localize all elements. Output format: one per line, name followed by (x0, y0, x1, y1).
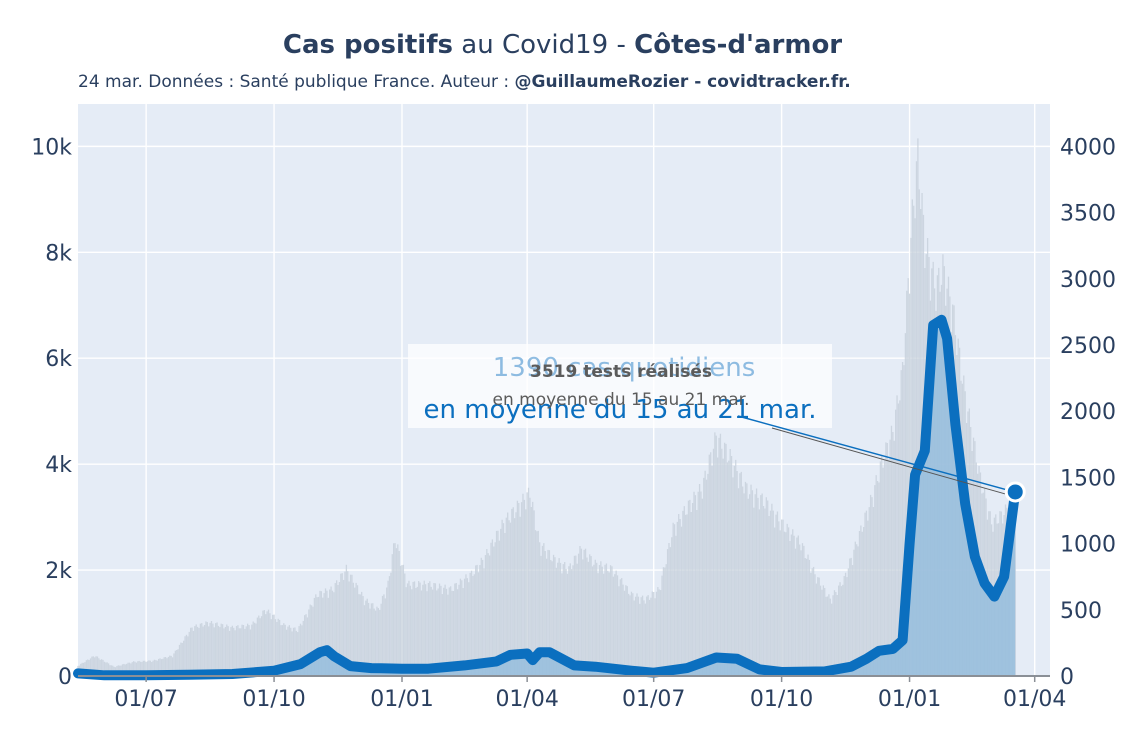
annotation-cases-period: en moyenne du 15 au 21 mar. (423, 395, 816, 425)
right-tick-label: 2500 (1060, 334, 1116, 359)
right-tick-label: 3500 (1060, 202, 1116, 227)
annotation-arrow-cases (737, 415, 1008, 491)
x-tick-label: 01/07 (622, 687, 685, 712)
subtitle-source: 24 mar. Données : Santé publique France.… (78, 72, 515, 92)
right-tick-label: 4000 (1060, 135, 1116, 160)
annotation-tests-period: en moyenne du 15 au 21 mar. (493, 390, 750, 410)
left-tick-label: 4k (45, 453, 72, 478)
right-tick-label: 0 (1060, 665, 1074, 690)
title-part-2: au Covid19 - (453, 30, 635, 60)
cases-line (73, 314, 1021, 681)
right-tick-label: 2000 (1060, 400, 1116, 425)
title-part-3: Côtes-d'armor (634, 30, 843, 60)
x-tick-label: 01/10 (750, 687, 813, 712)
right-tick-label: 1000 (1060, 533, 1116, 558)
x-tick-label: 01/01 (370, 687, 433, 712)
subtitle-author: @GuillaumeRozier - covidtracker.fr. (514, 72, 851, 92)
annotations: 1390 cas quotidiens en moyenne du 15 au … (408, 344, 1026, 503)
annotation-box (408, 344, 832, 428)
right-axis-ticks: 0 500 1000 1500 2000 2500 3000 3500 4000 (1060, 135, 1116, 690)
chart-title: Cas positifs au Covid19 - Côtes-d'armor (0, 30, 1125, 60)
last-value-marker (1004, 481, 1026, 503)
left-tick-label: 2k (45, 559, 72, 584)
cases-area-fill (78, 319, 1016, 676)
right-tick-label: 500 (1060, 599, 1102, 624)
x-tick-label: 01/07 (114, 687, 177, 712)
left-tick-label: 8k (45, 241, 72, 266)
left-tick-label: 6k (45, 347, 72, 372)
right-tick-label: 1500 (1060, 466, 1116, 491)
x-tick-label: 01/04 (495, 687, 558, 712)
x-tick-label: 01/04 (1003, 687, 1066, 712)
annotation-cases-value: 1390 cas quotidiens (493, 353, 756, 383)
chart-subtitle: 24 mar. Données : Santé publique France.… (78, 72, 851, 92)
left-axis-ticks: 0 2k 4k 6k 8k 10k (31, 135, 72, 690)
x-tick-label: 01/10 (242, 687, 305, 712)
left-tick-label: 0 (58, 665, 72, 690)
x-axis-ticks: 01/07 01/10 01/01 01/04 01/07 01/10 01/01 01/04 (114, 676, 1066, 712)
title-part-1: Cas positifs (282, 30, 454, 60)
left-tick-label: 10k (31, 135, 72, 160)
annotation-tests-value: 3519 tests réalisés (530, 362, 712, 382)
x-tick-label: 01/01 (878, 687, 941, 712)
right-tick-label: 3000 (1060, 268, 1116, 293)
annotation-arrow-tests (771, 427, 1006, 495)
